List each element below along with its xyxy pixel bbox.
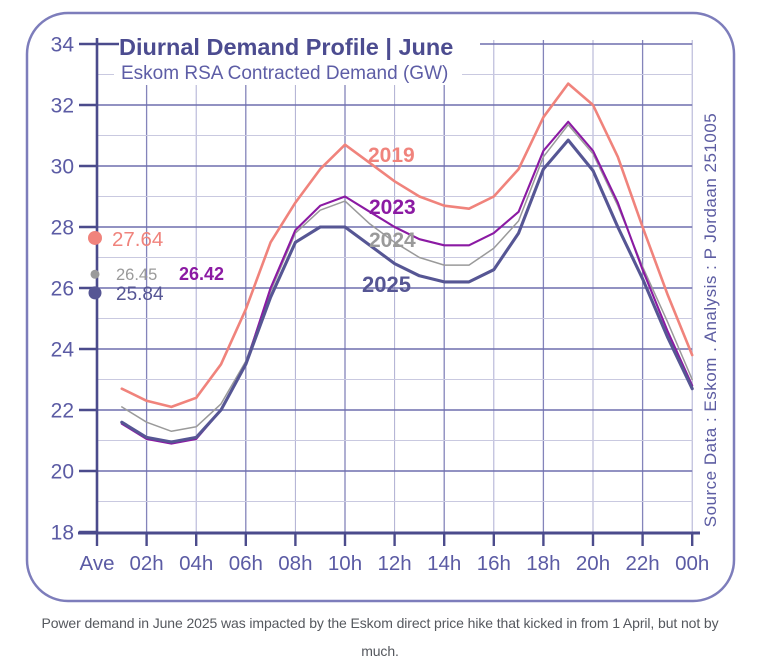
y-tick-label: 18 xyxy=(51,522,74,545)
y-tick-label: 32 xyxy=(51,95,74,118)
average-label-2025: 25.84 xyxy=(116,284,164,305)
average-label-2023: 26.42 xyxy=(179,264,224,284)
y-tick-label: 28 xyxy=(51,217,74,240)
average-markers xyxy=(88,230,102,300)
y-tick-label: 30 xyxy=(51,156,74,179)
source-note: Source Data : Eskom . Analysis : P Jorda… xyxy=(701,113,720,527)
axes xyxy=(78,38,700,546)
grid-lines xyxy=(97,40,693,532)
x-tick-label: 18h xyxy=(526,552,560,575)
y-tick-label: 26 xyxy=(51,278,74,301)
diurnal-demand-chart: Diurnal Demand Profile | June Eskom RSA C… xyxy=(25,11,736,603)
x-tick-label: Ave xyxy=(80,552,115,575)
y-tick-label: 24 xyxy=(51,339,75,362)
y-tick-label: 20 xyxy=(51,461,74,484)
y-tick-label: 22 xyxy=(51,400,74,423)
title-mask xyxy=(114,28,480,60)
caption-line-1: Power demand in June 2025 was impacted b… xyxy=(41,615,719,631)
series-label-2023: 2023 xyxy=(369,196,416,219)
series-line-2025 xyxy=(120,138,694,444)
series-lines xyxy=(120,82,694,445)
rounded-border xyxy=(25,11,736,603)
x-tick-label: 02h xyxy=(129,552,163,575)
caption: Power demand in June 2025 was impacted b… xyxy=(0,609,760,665)
chart-border xyxy=(25,11,736,603)
series-line-2019 xyxy=(120,82,694,409)
series-line-2024 xyxy=(121,124,693,433)
average-label-2024: 26.45 xyxy=(116,266,157,284)
average-dot-2019 xyxy=(88,230,102,245)
subtitle-mask xyxy=(114,60,462,85)
series-label-2019: 2019 xyxy=(368,144,415,167)
series-label-2025: 2025 xyxy=(362,272,411,297)
x-tick-label: 22h xyxy=(625,552,659,575)
x-tick-label: 20h xyxy=(576,552,610,575)
x-tick-label: 04h xyxy=(179,552,213,575)
x-tick-label: 10h xyxy=(328,552,362,575)
average-dot-2024 xyxy=(90,269,100,279)
x-tick-label: 14h xyxy=(427,552,461,575)
chart-subtitle: Eskom RSA Contracted Demand (GW) xyxy=(121,63,448,84)
average-label-2019: 27.64 xyxy=(112,228,163,251)
caption-line-2: much. xyxy=(361,643,399,659)
x-tick-label: 06h xyxy=(229,552,263,575)
x-tick-label: 08h xyxy=(278,552,312,575)
series-label-2024: 2024 xyxy=(369,229,416,252)
x-tick-label: 12h xyxy=(377,552,411,575)
x-tick-label: 00h xyxy=(675,552,709,575)
title-background xyxy=(114,28,480,85)
labels: Diurnal Demand Profile | June Eskom RSA C… xyxy=(51,34,720,576)
chart-title: Diurnal Demand Profile | June xyxy=(119,34,453,60)
y-tick-label: 34 xyxy=(51,34,75,57)
x-tick-label: 16h xyxy=(477,552,511,575)
average-dot-2025 xyxy=(88,286,102,300)
